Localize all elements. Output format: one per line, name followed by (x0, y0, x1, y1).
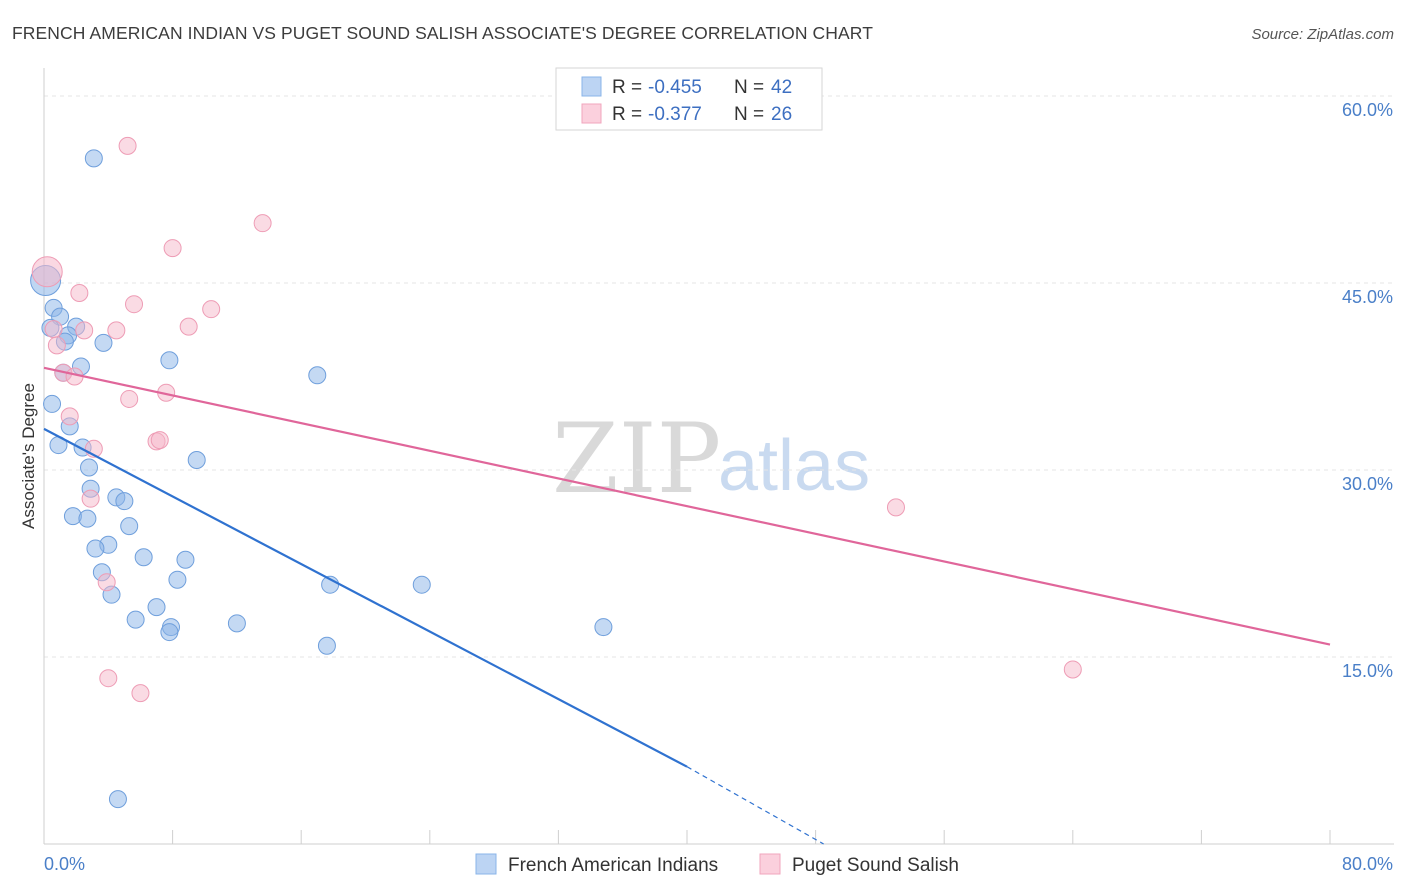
legend-swatch-puget-sound-salish (759, 853, 781, 875)
chart-title: FRENCH AMERICAN INDIAN VS PUGET SOUND SA… (12, 23, 873, 43)
stats-legend-r-value-2: -0.377 (648, 104, 702, 125)
watermark-atlas: atlas (718, 426, 870, 506)
point-french-american-indians (594, 618, 613, 637)
point-french-american-indians (160, 351, 179, 370)
y-tick-label-45: 45.0% (1342, 287, 1393, 307)
trend-line-french-american-indians (43, 427, 688, 768)
point-puget-sound-salish (107, 321, 126, 340)
y-tick-label-15: 15.0% (1342, 661, 1393, 681)
point-french-american-indians (78, 509, 97, 528)
point-puget-sound-salish (47, 336, 66, 355)
point-french-american-indians (412, 575, 431, 594)
y-tick-label-60: 60.0% (1342, 100, 1393, 120)
point-french-american-indians (134, 548, 153, 567)
watermark-zip: ZIP (552, 403, 721, 515)
stats-legend-n-label-1: N = (734, 77, 764, 98)
point-puget-sound-salish (179, 317, 198, 336)
y-tick-label-30: 30.0% (1342, 474, 1393, 494)
point-puget-sound-salish (99, 669, 118, 688)
point-puget-sound-salish (118, 136, 137, 155)
point-puget-sound-salish (253, 214, 272, 233)
stats-legend-n-label-2: N = (734, 104, 764, 125)
point-french-american-indians (80, 458, 99, 477)
point-puget-sound-salish (1063, 660, 1082, 679)
stats-legend-swatch-pink (581, 103, 602, 124)
point-puget-sound-salish (70, 283, 89, 302)
point-puget-sound-salish (97, 573, 116, 592)
point-french-american-indians (43, 394, 62, 413)
point-french-american-indians (317, 636, 336, 655)
point-puget-sound-salish (150, 431, 169, 450)
x-tick-label-0: 0.0% (44, 854, 85, 874)
point-puget-sound-salish (31, 256, 63, 288)
stats-legend-swatch-blue (581, 76, 602, 97)
point-french-american-indians (126, 610, 145, 629)
trend-line-puget-sound-salish (43, 366, 1331, 646)
point-french-american-indians (108, 790, 127, 809)
trend-line-extension (686, 766, 824, 845)
point-puget-sound-salish (81, 489, 100, 508)
point-french-american-indians (308, 366, 327, 385)
point-puget-sound-salish (60, 407, 79, 426)
stats-legend-n-value-1: 42 (771, 77, 792, 98)
point-puget-sound-salish (44, 320, 63, 339)
legend-label-puget-sound-salish: Puget Sound Salish (792, 855, 959, 876)
point-puget-sound-salish (163, 239, 182, 258)
point-puget-sound-salish (886, 498, 905, 517)
point-french-american-indians (84, 149, 103, 168)
point-french-american-indians (147, 598, 166, 617)
stats-legend-r-value-1: -0.455 (648, 77, 702, 98)
axes (43, 68, 1394, 845)
point-french-american-indians (187, 451, 206, 470)
point-french-american-indians (115, 492, 134, 511)
stats-legend-r-label-2: R = (612, 104, 642, 125)
point-french-american-indians (168, 570, 187, 589)
point-puget-sound-salish (75, 321, 94, 340)
point-french-american-indians (120, 517, 139, 536)
gridlines (44, 95, 1394, 658)
series-legend: French American Indians Puget Sound Sali… (475, 853, 959, 876)
legend-swatch-french-american-indians (475, 853, 497, 875)
point-french-american-indians (160, 623, 179, 642)
point-french-american-indians (227, 614, 246, 633)
point-french-american-indians (86, 539, 105, 558)
x-ticks: 0.0% 80.0% (43, 830, 1393, 874)
point-french-american-indians (94, 333, 113, 352)
x-tick-label-1: 80.0% (1342, 854, 1393, 874)
chart-source: Source: ZipAtlas.com (1251, 26, 1394, 43)
point-french-american-indians (176, 550, 195, 569)
stats-legend-n-value-2: 26 (771, 104, 792, 125)
trend-lines (43, 366, 1331, 845)
stats-legend-r-label-1: R = (612, 77, 642, 98)
y-axis-label: Associate's Degree (19, 383, 38, 529)
point-puget-sound-salish (120, 389, 139, 408)
y-ticks: 15.0% 30.0% 45.0% 60.0% (1342, 100, 1393, 681)
stats-legend: R = -0.455 N = 42 R = -0.377 N = 26 (555, 67, 823, 131)
point-puget-sound-salish (202, 300, 221, 319)
point-puget-sound-salish (125, 295, 144, 314)
point-puget-sound-salish (131, 684, 150, 703)
legend-label-french-american-indians: French American Indians (508, 855, 718, 876)
